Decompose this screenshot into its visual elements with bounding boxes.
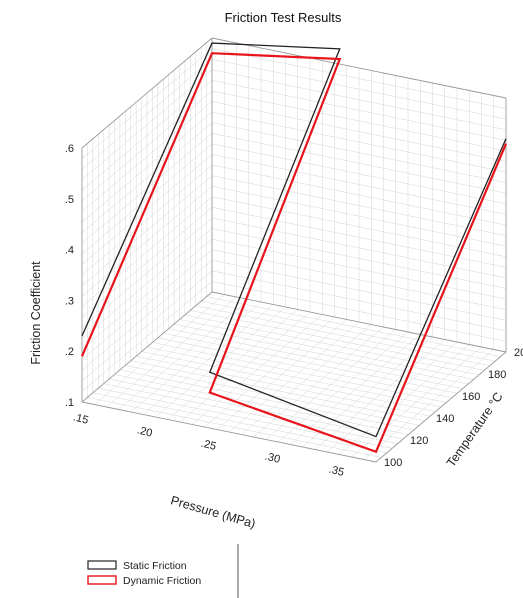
z-tick-label: .5 [65, 194, 74, 206]
grid-line [190, 310, 485, 371]
z-axis-label: Friction Coefficient [29, 261, 43, 365]
x-tick-label: .35 [328, 464, 346, 479]
grid-line [211, 69, 507, 130]
grid-line [351, 346, 482, 458]
y-tick-label: 200 [514, 347, 523, 359]
grid-line [81, 69, 213, 180]
y-tick-label: 120 [410, 435, 428, 447]
series-layer [80, 42, 508, 454]
frame-edge [81, 291, 213, 403]
grid-line [206, 296, 501, 357]
legend-label-dynamic: Dynamic Friction [123, 575, 201, 587]
frame-edge [211, 291, 507, 353]
y-tick-label: 140 [436, 413, 454, 425]
grid-line [152, 342, 447, 403]
x-tick-label: .15 [72, 411, 90, 426]
grid-line [157, 337, 452, 399]
legend-box [86, 544, 236, 590]
y-tick-label: 100 [384, 457, 402, 469]
legend: Static Friction Dynamic Friction [86, 544, 239, 598]
legend-swatch-static [87, 560, 117, 570]
frame-edge [81, 37, 213, 149]
x-tick-label: .20 [136, 424, 154, 439]
frame-edge [375, 351, 507, 463]
z-tick-label: .4 [65, 245, 74, 257]
grid-line [81, 48, 213, 159]
z-tick-label: .6 [65, 143, 74, 155]
grid-line [146, 346, 442, 408]
grid-line [195, 305, 490, 366]
x-axis-label: Pressure (MPa) [169, 493, 257, 531]
x-tick-label: .30 [264, 451, 282, 466]
z-tick-label: .2 [65, 346, 74, 358]
series-line-static [81, 42, 507, 438]
series-line-dynamic [80, 52, 508, 454]
grid-line [211, 80, 507, 141]
x-tick-label: .25 [200, 438, 218, 453]
grid-line [81, 58, 213, 170]
grid-line [179, 319, 474, 380]
grid-line [363, 349, 494, 460]
grid-line [81, 80, 213, 191]
y-tick-label: 180 [488, 369, 506, 381]
grid-layer [81, 37, 507, 463]
grid-line [201, 300, 496, 362]
y-tick-label: 160 [462, 391, 480, 403]
legend-swatch-dynamic [87, 575, 117, 585]
grid-line [339, 344, 470, 455]
grid-line [211, 48, 507, 109]
frame-edge [81, 401, 377, 463]
grid-line [211, 58, 507, 120]
z-tick-label: .3 [65, 295, 74, 307]
frame-edge [211, 37, 507, 99]
tick-layer: .15 .20 .25 .30 .35 100 120 140 160 180 200 .1 .2 .3.… [65, 143, 523, 479]
legend-label-static: Static Friction [123, 560, 187, 572]
z-tick-label: .1 [65, 397, 74, 409]
chart-title: Friction Test Results [225, 10, 342, 25]
